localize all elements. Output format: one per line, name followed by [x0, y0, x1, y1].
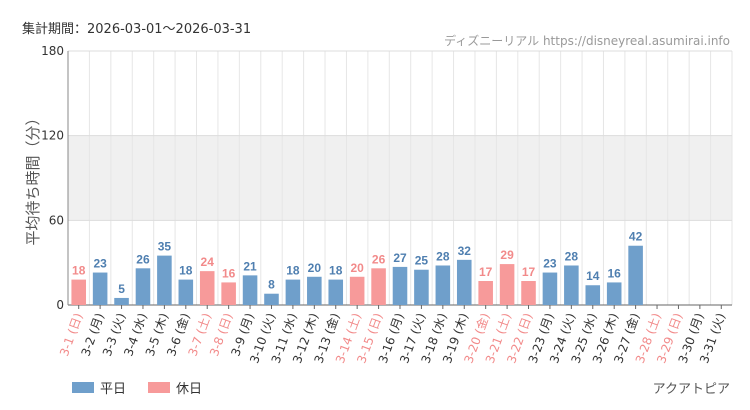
data-label: 23 [543, 257, 557, 271]
data-label: 28 [565, 249, 579, 263]
bar [178, 279, 194, 305]
bar [221, 282, 236, 305]
data-label: 32 [458, 244, 472, 258]
legend-weekday-swatch [72, 382, 94, 393]
bar [242, 275, 258, 305]
data-label: 8 [268, 278, 275, 292]
legend-weekday-label: 平日 [100, 382, 127, 397]
legend-holiday-swatch [148, 382, 171, 393]
bar [521, 281, 536, 305]
bar [585, 285, 601, 305]
y-axis-title: 平均待ち時間（分） [24, 110, 42, 245]
data-label: 27 [393, 251, 407, 265]
legend: 平日 休日 [72, 378, 202, 397]
bar [542, 272, 558, 305]
bar [435, 265, 451, 305]
bar [478, 281, 493, 305]
data-label: 18 [72, 264, 86, 278]
bar [157, 255, 172, 305]
bar [371, 268, 386, 305]
bar [114, 297, 129, 305]
period-label: 集計期間：2026-03-01～2026-03-31 [22, 22, 252, 37]
data-label: 18 [329, 264, 343, 278]
data-label: 29 [500, 248, 514, 262]
bar [414, 269, 429, 305]
data-label: 18 [286, 264, 300, 278]
bar [92, 272, 108, 305]
bar [606, 282, 622, 305]
data-label: 42 [629, 230, 643, 244]
data-label: 5 [118, 282, 125, 296]
data-label: 17 [522, 265, 536, 279]
bar [328, 279, 344, 305]
data-label: 16 [222, 266, 236, 280]
bar [628, 245, 643, 305]
bar [392, 266, 408, 305]
data-label: 20 [350, 261, 364, 275]
bar [307, 276, 322, 305]
bar [71, 279, 86, 305]
y-tick-label: 180 [41, 44, 64, 58]
legend-holiday-label: 休日 [176, 382, 203, 397]
bar [349, 276, 365, 305]
shaded-band [68, 135, 732, 221]
data-label: 16 [608, 266, 622, 280]
bar [456, 259, 472, 305]
bar [499, 264, 515, 305]
data-label: 17 [479, 265, 493, 279]
y-tick-label: 0 [56, 298, 64, 312]
data-label: 21 [243, 259, 257, 273]
data-label: 18 [179, 264, 193, 278]
data-label: 23 [93, 257, 107, 271]
source-credit: ディズニーリアル https://disneyreal.asumirai.inf… [444, 34, 730, 48]
data-label: 28 [436, 249, 450, 263]
bar [264, 293, 279, 305]
bar [199, 271, 215, 305]
data-label: 26 [136, 252, 150, 266]
data-label: 20 [308, 261, 322, 275]
legend-weekday: 平日 [72, 378, 126, 397]
data-label: 25 [415, 254, 429, 268]
bar [135, 268, 151, 305]
data-label: 35 [158, 240, 172, 254]
bar [285, 279, 301, 305]
data-label: 14 [586, 269, 600, 283]
bar [564, 265, 579, 305]
attraction-name: アクアトピア [652, 382, 730, 397]
legend-holiday: 休日 [148, 378, 202, 397]
data-label: 24 [201, 255, 215, 269]
y-tick-label: 60 [49, 213, 64, 227]
y-tick-label: 120 [41, 129, 64, 143]
data-label: 26 [372, 252, 386, 266]
